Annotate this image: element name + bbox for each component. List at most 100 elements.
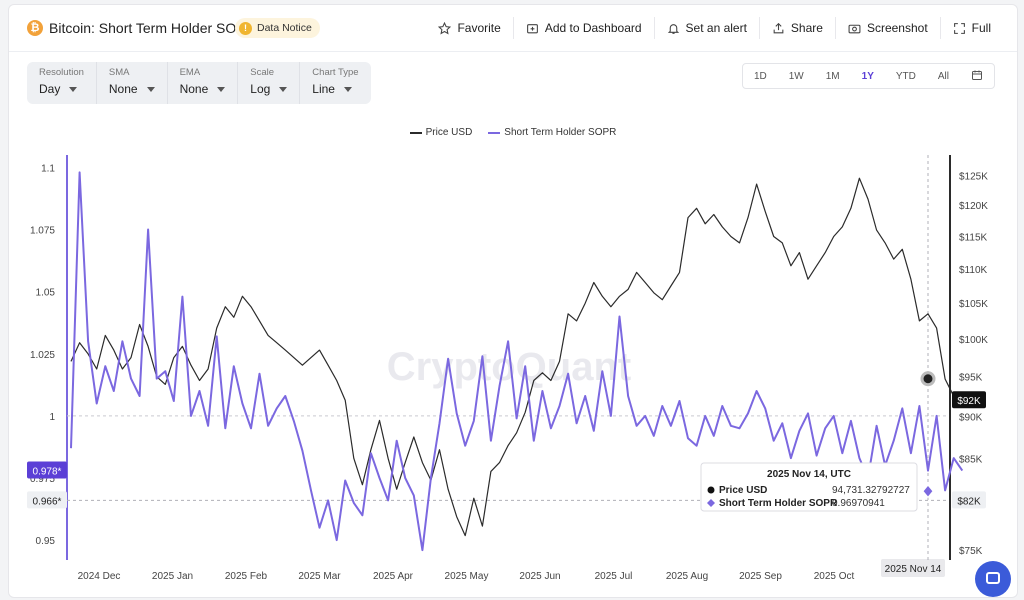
range-ytd[interactable]: YTD — [895, 70, 916, 82]
x-tick-label: 2025 Jul — [595, 571, 633, 582]
resolution-value: Day — [39, 82, 61, 96]
right-tick-label: $120K — [959, 201, 988, 212]
legend-sopr[interactable]: Short Term Holder SOPR — [488, 127, 616, 138]
share-button[interactable]: Share — [758, 17, 835, 39]
tooltip-title: 2025 Nov 14, UTC — [767, 469, 851, 480]
favorite-button[interactable]: Favorite — [426, 17, 512, 39]
set-alert-button[interactable]: Set an alert — [653, 17, 759, 39]
legend-price[interactable]: Price USD — [409, 127, 473, 138]
calendar-button[interactable] — [960, 69, 994, 84]
share-icon — [773, 22, 784, 33]
legend-sopr-label: Short Term Holder SOPR — [504, 127, 617, 138]
caret-down-icon — [217, 86, 226, 92]
bitcoin-icon: ₿ — [27, 20, 43, 36]
dashboard-add-icon — [526, 23, 538, 33]
right-tick-label: $110K — [959, 265, 988, 276]
right-tick-label: $95K — [959, 373, 983, 384]
scale-value: Log — [250, 82, 271, 96]
tooltip-sopr-label: Short Term Holder SOPR — [719, 498, 838, 509]
tooltip-sopr-value: 0.96970941 — [832, 498, 885, 509]
sma-select[interactable]: SMA None — [97, 62, 168, 104]
right-tick-label: $100K — [959, 335, 988, 346]
price-marker-badge — [952, 491, 986, 509]
range-1y[interactable]: 1Y — [861, 70, 874, 82]
left-tick-label: 0.95 — [36, 536, 56, 547]
x-end-label-bg — [881, 559, 945, 577]
legend-swatch — [488, 131, 501, 134]
right-tick-label: $105K — [959, 299, 988, 310]
screenshot-button[interactable]: Screenshot — [834, 17, 940, 39]
tooltip-price-label: Price USD — [719, 485, 767, 496]
x-tick-label: 2025 Aug — [666, 571, 708, 582]
x-tick-label: 2024 Dec — [78, 571, 121, 582]
x-tick-label: 2025 Sep — [739, 571, 782, 582]
set-alert-label: Set an alert — [685, 21, 747, 35]
chart-type-select[interactable]: Chart Type Line — [300, 62, 370, 104]
resolution-select[interactable]: Resolution Day — [27, 62, 97, 104]
tooltip-box — [700, 462, 918, 512]
chart-canvas[interactable]: CryptoQuant 1.11.0751.051.02510.9750.95$… — [9, 5, 1017, 597]
camera-icon — [848, 24, 861, 33]
left-tick-label: 1.1 — [41, 163, 55, 174]
chart-controls: Resolution Day SMA None EMA None Scale L… — [27, 62, 371, 104]
x-end-label: 2025 Nov 14 — [885, 564, 942, 575]
chart-panel: ₿ Bitcoin: Short Term Holder SOPR ! Data… — [8, 4, 1018, 598]
left-tick-label: 1.075 — [30, 226, 55, 237]
caret-down-icon — [69, 86, 78, 92]
add-to-dashboard-label: Add to Dashboard — [544, 21, 642, 35]
sopr-series-line[interactable] — [70, 171, 964, 552]
right-tick-label: $125K — [959, 171, 988, 182]
header-bar: ₿ Bitcoin: Short Term Holder SOPR ! Data… — [9, 5, 1017, 52]
x-tick-label: 2025 Mar — [298, 571, 341, 582]
scale-select[interactable]: Scale Log — [238, 62, 301, 104]
left-tick-label: 1.05 — [36, 288, 56, 299]
tooltip-sopr-diamond — [707, 499, 715, 507]
right-tick-label: $75K — [959, 546, 983, 557]
chat-button[interactable] — [975, 561, 1011, 597]
price-series-line[interactable] — [70, 177, 963, 537]
sopr-marker-value: 0.966* — [33, 496, 62, 507]
price-hover-marker — [920, 371, 936, 387]
page-title: Bitcoin: Short Term Holder SOPR — [49, 20, 256, 36]
ema-select[interactable]: EMA None — [168, 62, 239, 104]
right-tick-label: $90K — [959, 412, 983, 423]
tooltip-price-value: 94,731.32792727 — [832, 485, 910, 496]
sopr-hover-marker — [922, 484, 934, 498]
range-all[interactable]: All — [937, 70, 949, 82]
range-1m[interactable]: 1M — [825, 70, 840, 82]
range-1w[interactable]: 1W — [788, 70, 804, 82]
caret-down-icon — [146, 86, 155, 92]
price-current-badge — [952, 391, 986, 409]
fullscreen-icon — [953, 22, 965, 34]
sopr-current-badge — [27, 461, 67, 479]
full-button[interactable]: Full — [939, 17, 1003, 39]
chart-type-value: Line — [312, 82, 335, 96]
sma-value: None — [108, 82, 138, 96]
x-tick-label: 2025 Jun — [519, 571, 560, 582]
resolution-label: Resolution — [39, 67, 84, 78]
caret-down-icon — [343, 86, 352, 92]
star-icon — [438, 21, 452, 34]
range-1d[interactable]: 1D — [753, 70, 767, 82]
warning-icon: ! — [239, 21, 252, 35]
header-actions: Favorite Add to Dashboard Set an alert S… — [426, 17, 1003, 39]
data-notice-label: Data Notice — [257, 22, 312, 34]
caret-down-icon — [279, 86, 288, 92]
chart-type-label: Chart Type — [312, 67, 359, 78]
legend-price-label: Price USD — [425, 127, 473, 138]
right-tick-label: $85K — [959, 454, 983, 465]
full-label: Full — [971, 21, 991, 35]
favorite-label: Favorite — [457, 21, 501, 35]
x-tick-label: 2025 Apr — [373, 571, 414, 582]
sma-label: SMA — [108, 67, 130, 78]
add-to-dashboard-button[interactable]: Add to Dashboard — [512, 17, 654, 39]
data-notice-badge[interactable]: ! Data Notice — [235, 18, 320, 38]
x-tick-label: 2025 Jan — [152, 571, 193, 582]
calendar-icon — [972, 70, 982, 80]
scale-label: Scale — [250, 67, 275, 78]
ema-label: EMA — [179, 67, 201, 78]
right-tick-label: $115K — [959, 232, 988, 243]
price-current-value: $92K — [957, 396, 981, 407]
tooltip-price-dot — [707, 486, 715, 494]
price-marker-value: $82K — [957, 496, 981, 507]
